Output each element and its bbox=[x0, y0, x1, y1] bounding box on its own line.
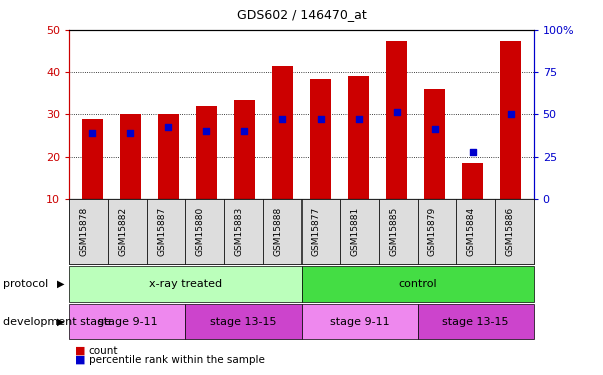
Text: GSM15883: GSM15883 bbox=[235, 207, 244, 256]
Text: protocol: protocol bbox=[3, 279, 48, 289]
Text: GSM15881: GSM15881 bbox=[350, 207, 359, 256]
Bar bbox=[425, 89, 445, 199]
Text: GSM15888: GSM15888 bbox=[273, 207, 282, 256]
Text: control: control bbox=[398, 279, 437, 289]
Text: ▶: ▶ bbox=[57, 316, 64, 327]
Bar bbox=[158, 114, 178, 199]
Point bbox=[163, 124, 173, 130]
Text: GSM15882: GSM15882 bbox=[118, 207, 127, 256]
Text: stage 9-11: stage 9-11 bbox=[98, 316, 157, 327]
Text: x-ray treated: x-ray treated bbox=[149, 279, 222, 289]
Text: GSM15879: GSM15879 bbox=[428, 207, 437, 256]
Bar bbox=[386, 40, 407, 199]
Text: stage 13-15: stage 13-15 bbox=[443, 316, 509, 327]
Point bbox=[239, 128, 249, 134]
Point bbox=[392, 109, 402, 115]
Text: percentile rank within the sample: percentile rank within the sample bbox=[89, 355, 265, 365]
Point bbox=[430, 126, 440, 132]
Point bbox=[316, 116, 326, 122]
Text: stage 9-11: stage 9-11 bbox=[330, 316, 390, 327]
Text: ▶: ▶ bbox=[57, 279, 64, 289]
Text: GSM15880: GSM15880 bbox=[196, 207, 205, 256]
Text: GSM15877: GSM15877 bbox=[312, 207, 321, 256]
Text: count: count bbox=[89, 346, 118, 355]
Point bbox=[87, 130, 97, 136]
Text: GSM15887: GSM15887 bbox=[157, 207, 166, 256]
Point bbox=[354, 116, 364, 122]
Point bbox=[125, 130, 135, 136]
Bar bbox=[463, 163, 483, 199]
Text: GSM15885: GSM15885 bbox=[389, 207, 398, 256]
Bar bbox=[348, 76, 369, 199]
Point bbox=[468, 149, 478, 155]
Text: ■: ■ bbox=[75, 355, 86, 365]
Text: development stage: development stage bbox=[3, 316, 111, 327]
Bar bbox=[234, 100, 255, 199]
Bar bbox=[310, 78, 331, 199]
Text: GSM15886: GSM15886 bbox=[505, 207, 514, 256]
Text: GSM15884: GSM15884 bbox=[467, 207, 476, 256]
Text: ■: ■ bbox=[75, 346, 86, 355]
Point bbox=[277, 116, 287, 122]
Bar bbox=[82, 118, 103, 199]
Bar bbox=[272, 66, 293, 199]
Text: stage 13-15: stage 13-15 bbox=[210, 316, 277, 327]
Text: GSM15878: GSM15878 bbox=[80, 207, 89, 256]
Text: GDS602 / 146470_at: GDS602 / 146470_at bbox=[236, 9, 367, 21]
Bar bbox=[500, 40, 521, 199]
Bar bbox=[120, 114, 140, 199]
Point bbox=[201, 128, 211, 134]
Point bbox=[506, 111, 516, 117]
Bar bbox=[196, 106, 217, 199]
